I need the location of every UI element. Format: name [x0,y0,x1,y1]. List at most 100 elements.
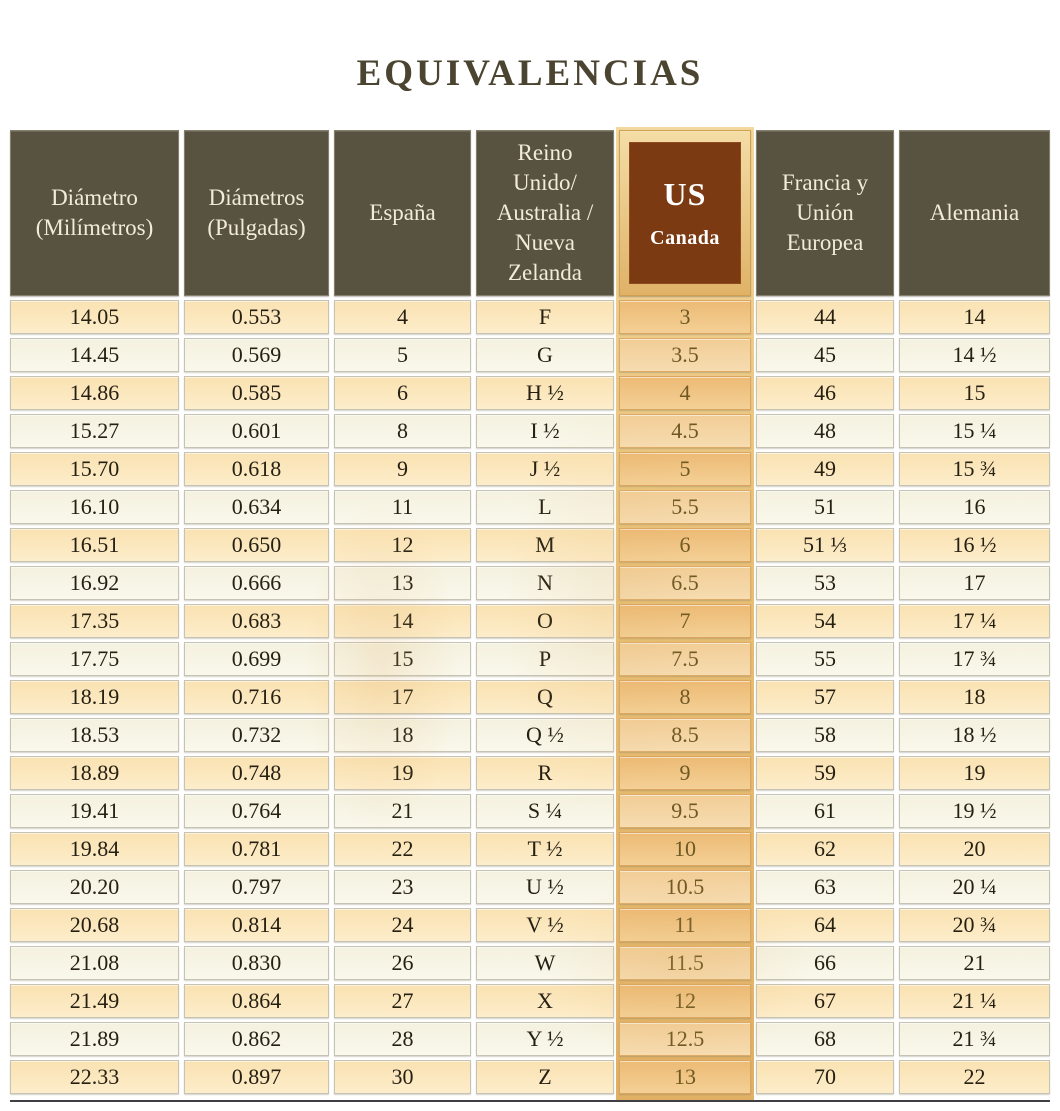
column-header-diametro-mm: Diámetro (Milímetros) [10,130,179,296]
table-cell: 6 [619,528,751,562]
table-cell: 15.27 [10,414,179,448]
table-cell: 21 ¾ [899,1022,1050,1056]
table-cell: 44 [756,300,894,334]
table-cell: 15 ¼ [899,414,1050,448]
table-cell: 55 [756,642,894,676]
table-cell: 20.68 [10,908,179,942]
table-cell: 14 [334,604,471,638]
table-cell: 8 [334,414,471,448]
table-bottom-rule [10,1100,1050,1102]
table-cell: 5.5 [619,490,751,524]
table-cell: 16 ½ [899,528,1050,562]
table-cell: 70 [756,1060,894,1094]
table-cell: 0.732 [184,718,329,752]
table-cell: 10.5 [619,870,751,904]
table-cell: 27 [334,984,471,1018]
table-cell: 19 [334,756,471,790]
table-cell: 18.89 [10,756,179,790]
column-header-us-canada: US Canada [619,130,751,296]
table-cell: 66 [756,946,894,980]
table-cell: S ¼ [476,794,614,828]
table-cell: 63 [756,870,894,904]
table-cell: 28 [334,1022,471,1056]
table-cell: L [476,490,614,524]
table-cell: 18 [334,718,471,752]
column-header-espana: España [334,130,471,296]
table-cell: 0.618 [184,452,329,486]
table-cell: H ½ [476,376,614,410]
canada-label: Canada [650,227,720,249]
table-cell: 14 ½ [899,338,1050,372]
table-cell: 8 [619,680,751,714]
table-cell: 61 [756,794,894,828]
table-cell: 18.19 [10,680,179,714]
table-cell: 22.33 [10,1060,179,1094]
table-cell: 21.89 [10,1022,179,1056]
table-cell: 58 [756,718,894,752]
table-cell: 0.830 [184,946,329,980]
table-cell: J ½ [476,452,614,486]
table-cell: 17 ¾ [899,642,1050,676]
table-cell: 0.716 [184,680,329,714]
table-cell: 0.666 [184,566,329,600]
table-cell: 4 [619,376,751,410]
table-cell: 15 ¾ [899,452,1050,486]
table-cell: 24 [334,908,471,942]
table-cell: 48 [756,414,894,448]
column-header-uk-australia-nz: Reino Unido/ Australia / Nueva Zelanda [476,130,614,296]
table-cell: 6.5 [619,566,751,600]
table-cell: 14 [899,300,1050,334]
table-cell: 62 [756,832,894,866]
table-cell: 53 [756,566,894,600]
table-cell: 7 [619,604,751,638]
table-cell: W [476,946,614,980]
table-cell: 21.08 [10,946,179,980]
table-cell: 11 [334,490,471,524]
table-cell: 22 [334,832,471,866]
table-cell: 67 [756,984,894,1018]
column-header-diametro-pulgadas: Diámetros (Pulgadas) [184,130,329,296]
table-cell: 10 [619,832,751,866]
table-cell: 26 [334,946,471,980]
table-cell: G [476,338,614,372]
table-grid: Diámetro (Milímetros) Diámetros (Pulgada… [10,130,1050,1094]
table-cell: 19 [899,756,1050,790]
table-cell: V ½ [476,908,614,942]
table-cell: 0.650 [184,528,329,562]
table-cell: 14.45 [10,338,179,372]
table-cell: 21 ¼ [899,984,1050,1018]
table-cell: 23 [334,870,471,904]
table-cell: N [476,566,614,600]
us-canada-highlight-box: US Canada [629,142,741,284]
table-cell: 4.5 [619,414,751,448]
table-cell: Q [476,680,614,714]
table-cell: 64 [756,908,894,942]
table-cell: 9 [619,756,751,790]
table-cell: 49 [756,452,894,486]
table-cell: 68 [756,1022,894,1056]
table-cell: M [476,528,614,562]
table-cell: 16.10 [10,490,179,524]
table-cell: 18.53 [10,718,179,752]
page-title: EQUIVALENCIAS [356,53,704,94]
table-cell: 9 [334,452,471,486]
table-cell: 15.70 [10,452,179,486]
table-cell: 45 [756,338,894,372]
table-cell: 3 [619,300,751,334]
table-cell: 11 [619,908,751,942]
table-cell: 7.5 [619,642,751,676]
table-cell: 21.49 [10,984,179,1018]
table-cell: 20 ¼ [899,870,1050,904]
table-cell: 14.86 [10,376,179,410]
table-cell: 19 ½ [899,794,1050,828]
table-cell: 4 [334,300,471,334]
table-cell: 17.75 [10,642,179,676]
table-cell: 20 ¾ [899,908,1050,942]
table-cell: 19.84 [10,832,179,866]
table-cell: 0.683 [184,604,329,638]
table-cell: 0.814 [184,908,329,942]
table-cell: 14.05 [10,300,179,334]
table-cell: 13 [334,566,471,600]
table-cell: 0.764 [184,794,329,828]
table-cell: 0.797 [184,870,329,904]
